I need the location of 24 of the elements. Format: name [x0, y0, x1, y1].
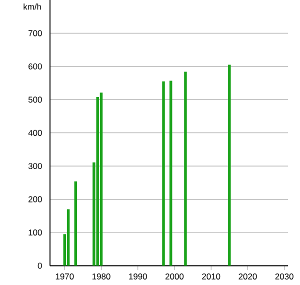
bar: [100, 92, 103, 266]
y-tick-label: 400: [28, 130, 42, 136]
x-tick-label: 2010: [202, 273, 220, 280]
y-tick-label: 300: [28, 163, 42, 170]
y-tick-label: 600: [28, 63, 42, 70]
x-tick-label: 2020: [238, 273, 257, 280]
y-axis-title: km/h: [24, 4, 41, 10]
bar: [162, 81, 165, 266]
y-tick-label: 500: [28, 96, 42, 103]
bar: [96, 96, 99, 266]
bar: [74, 181, 78, 266]
x-tick-label: 1970: [56, 273, 74, 280]
bar: [228, 64, 231, 266]
x-tick-label: 2000: [165, 273, 184, 280]
x-tick-label: 1990: [129, 273, 147, 280]
x-tick-label: 2030: [275, 273, 294, 280]
x-tick-label: 1980: [92, 273, 110, 280]
y-tick-label: 700: [28, 30, 42, 36]
y-tick-label: 0: [38, 262, 42, 269]
bar: [169, 80, 172, 266]
y-tick-label: 100: [28, 229, 42, 236]
bar: [184, 72, 187, 266]
bar: [66, 209, 70, 266]
y-tick-label: 200: [28, 196, 42, 202]
